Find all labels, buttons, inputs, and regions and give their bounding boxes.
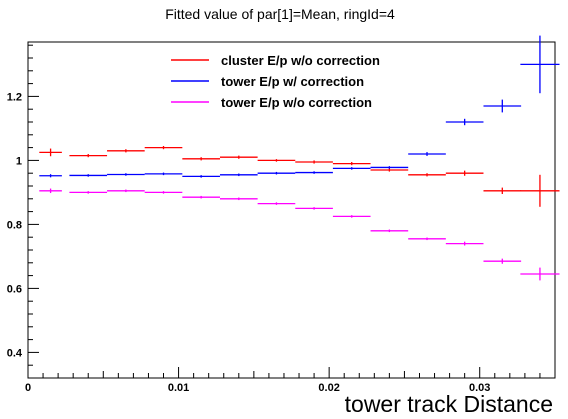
data-point	[520, 174, 560, 207]
x-tick-label: 0	[25, 382, 31, 394]
data-point	[520, 35, 560, 94]
data-point	[69, 154, 108, 158]
data-point	[445, 241, 484, 246]
x-tick-label: 0.02	[318, 382, 339, 394]
data-point	[445, 170, 484, 176]
data-point	[370, 166, 409, 169]
data-point	[332, 167, 371, 170]
y-tick-label: 1.2	[7, 91, 22, 103]
data-point	[182, 175, 220, 178]
data-point	[483, 187, 522, 194]
data-point	[408, 152, 446, 156]
data-point	[483, 99, 522, 113]
data-point	[257, 171, 296, 175]
data-point	[332, 162, 371, 166]
series-1	[39, 35, 560, 178]
x-tick-label: 0.03	[469, 382, 490, 394]
data-point	[107, 189, 145, 193]
data-point	[370, 168, 409, 172]
y-tick-label: 0.8	[7, 219, 22, 231]
y-tick-label: 0.6	[7, 283, 22, 295]
y-tick-label: 0.4	[7, 347, 23, 359]
y-tick-label: 1	[16, 155, 22, 167]
legend: cluster E/p w/o correction tower E/p w/ c…	[171, 53, 380, 110]
data-point	[39, 188, 62, 194]
chart-title: Fitted value of par[1]=Mean, ringId=4	[165, 6, 395, 22]
data-point	[107, 173, 145, 176]
data-point	[257, 202, 296, 205]
legend-label: cluster E/p w/o correction	[221, 53, 380, 68]
legend-label: tower E/p w/ correction	[221, 74, 364, 89]
legend-label: tower E/p w/o correction	[221, 95, 372, 110]
data-point	[408, 237, 446, 241]
data-point	[144, 172, 183, 176]
data-point	[408, 173, 446, 177]
data-point	[520, 267, 560, 281]
data-point	[295, 160, 333, 164]
data-point	[332, 215, 371, 218]
x-axis-label: tower track Distance	[345, 391, 553, 417]
data-point	[144, 146, 183, 150]
plot-frame	[27, 41, 556, 379]
axis-tick-labels: 0 0.01 0.02 0.03 0.4 0.6 0.8 1 1.2	[7, 91, 491, 394]
data-point	[370, 229, 409, 233]
data-point	[295, 171, 333, 174]
data-point	[483, 258, 522, 264]
series-2	[39, 188, 560, 281]
data-point	[257, 159, 296, 162]
data-point	[219, 197, 258, 201]
data-point	[182, 157, 220, 161]
axis-ticks	[27, 44, 556, 379]
data-point	[144, 191, 183, 194]
data-point	[69, 191, 108, 194]
series-0	[39, 146, 560, 207]
data-point	[295, 207, 333, 210]
series-layer	[39, 35, 560, 281]
data-point	[219, 155, 258, 159]
data-point	[39, 174, 62, 178]
data-point	[182, 195, 220, 199]
x-tick-label: 0.01	[168, 382, 189, 394]
data-point	[219, 173, 258, 177]
data-point	[445, 118, 484, 126]
data-point	[39, 148, 62, 157]
data-point	[107, 149, 145, 153]
data-point	[69, 174, 108, 177]
